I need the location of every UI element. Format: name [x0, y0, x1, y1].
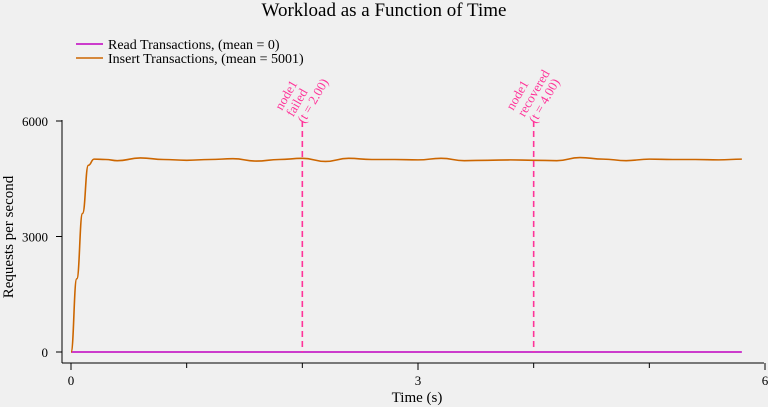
series-line-insert	[70, 156, 742, 353]
series-group	[70, 156, 742, 353]
y-axis-ticks: 0 3000 6000	[22, 114, 62, 360]
legend-label: Read Transactions, (mean = 0)	[108, 38, 280, 53]
x-tick-label: 0	[68, 373, 75, 388]
x-axis-ticks: 0 3 6	[68, 363, 768, 388]
x-axis-label: Time (s)	[392, 390, 443, 406]
x-tick-label: 6	[762, 373, 768, 388]
y-tick-label: 6000	[22, 114, 48, 129]
y-axis-label: Requests per second	[1, 175, 17, 298]
legend: Read Transactions, (mean = 0)Insert Tran…	[76, 38, 304, 67]
legend-label: Insert Transactions, (mean = 5001)	[108, 52, 304, 67]
x-tick-label: 3	[415, 373, 422, 388]
y-tick-label: 0	[42, 345, 49, 360]
chart-title: Workload as a Function of Time	[262, 0, 507, 21]
y-tick-label: 3000	[22, 230, 48, 245]
